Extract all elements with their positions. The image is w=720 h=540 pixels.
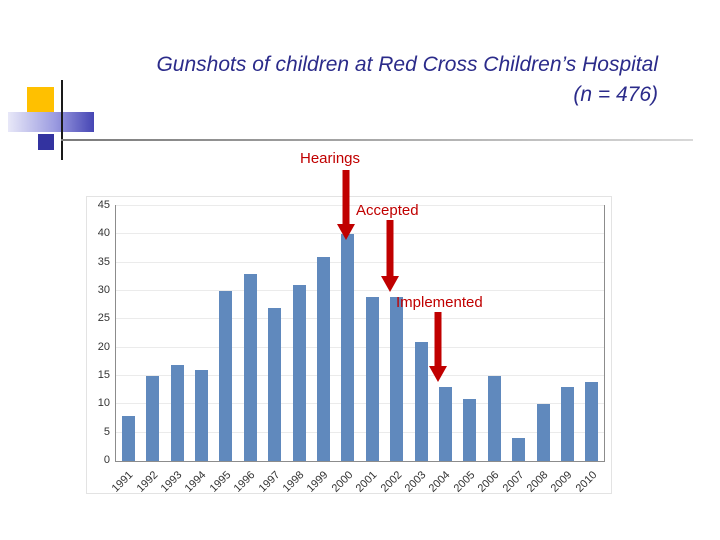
bar-2008: [536, 404, 550, 461]
bar-1996: [243, 274, 257, 461]
y-axis-label: 35: [97, 255, 110, 268]
slide-title: Gunshots of children at Red Cross Childr…: [90, 50, 658, 110]
slide-title-line1: Gunshots of children at Red Cross Childr…: [156, 53, 658, 76]
deco-horizontal-rule: [61, 139, 693, 141]
bar-2001: [365, 296, 379, 461]
gridline: [116, 233, 604, 235]
y-axis: 45 40 35 30 25 20 15 10 5 0: [87, 199, 112, 466]
y-axis-label: 15: [97, 369, 110, 381]
gridline: [116, 261, 604, 263]
gridline: [116, 318, 604, 320]
plot-area: [115, 205, 605, 462]
deco-navy-square: [38, 134, 54, 150]
y-axis-label: 30: [97, 284, 110, 296]
y-axis-label: 45: [97, 199, 110, 211]
gridline: [116, 346, 604, 348]
bar-2003: [414, 342, 428, 461]
bar-1994: [194, 370, 208, 461]
y-axis-label: 20: [97, 340, 110, 353]
slide-title-line2: (n = 476): [573, 82, 658, 106]
gridline: [116, 290, 604, 291]
y-axis-label: 40: [97, 227, 110, 240]
deco-gradient-band: [8, 112, 94, 132]
bar-1993: [170, 364, 184, 461]
x-axis: 1991 1992 1993 1994 1995 1996 1997 1998 1999 2000…: [110, 463, 603, 505]
gridline: [116, 431, 604, 433]
bar-2010: [585, 381, 599, 461]
y-axis-label: 25: [97, 312, 110, 325]
bar-2004: [438, 387, 452, 461]
bar-1992: [146, 376, 160, 461]
bar-2007: [512, 438, 526, 461]
bar-2006: [487, 376, 501, 461]
bar-2002: [390, 296, 404, 461]
down-arrow-icon: [381, 220, 399, 292]
annotation-accepted-label: Accepted: [356, 202, 419, 219]
annotation-implemented-label: Implemented: [396, 294, 483, 311]
y-axis-label: 0: [103, 454, 110, 466]
down-arrow-icon: [429, 312, 447, 382]
gridline: [116, 403, 604, 405]
bar-2000: [341, 234, 355, 461]
gridline: [116, 205, 604, 206]
down-arrow-icon: [337, 170, 355, 240]
bar-2009: [560, 387, 574, 461]
bar-1998: [292, 285, 306, 461]
y-axis-label: 5: [103, 425, 110, 438]
annotation-hearings-label: Hearings: [300, 150, 361, 167]
bar-chart: 45 40 35 30 25 20 15 10 5 0 1991 1992 1993 1994 1995 1…: [86, 196, 612, 495]
bar-1991: [121, 415, 135, 461]
bar-1997: [268, 308, 282, 461]
deco-vertical-line: [61, 80, 63, 160]
y-axis-label: 10: [97, 397, 110, 410]
bar-1999: [316, 257, 330, 461]
deco-yellow-square: [27, 87, 54, 114]
gridline: [116, 375, 604, 376]
bar-1995: [219, 291, 233, 461]
bar-2005: [463, 398, 477, 461]
